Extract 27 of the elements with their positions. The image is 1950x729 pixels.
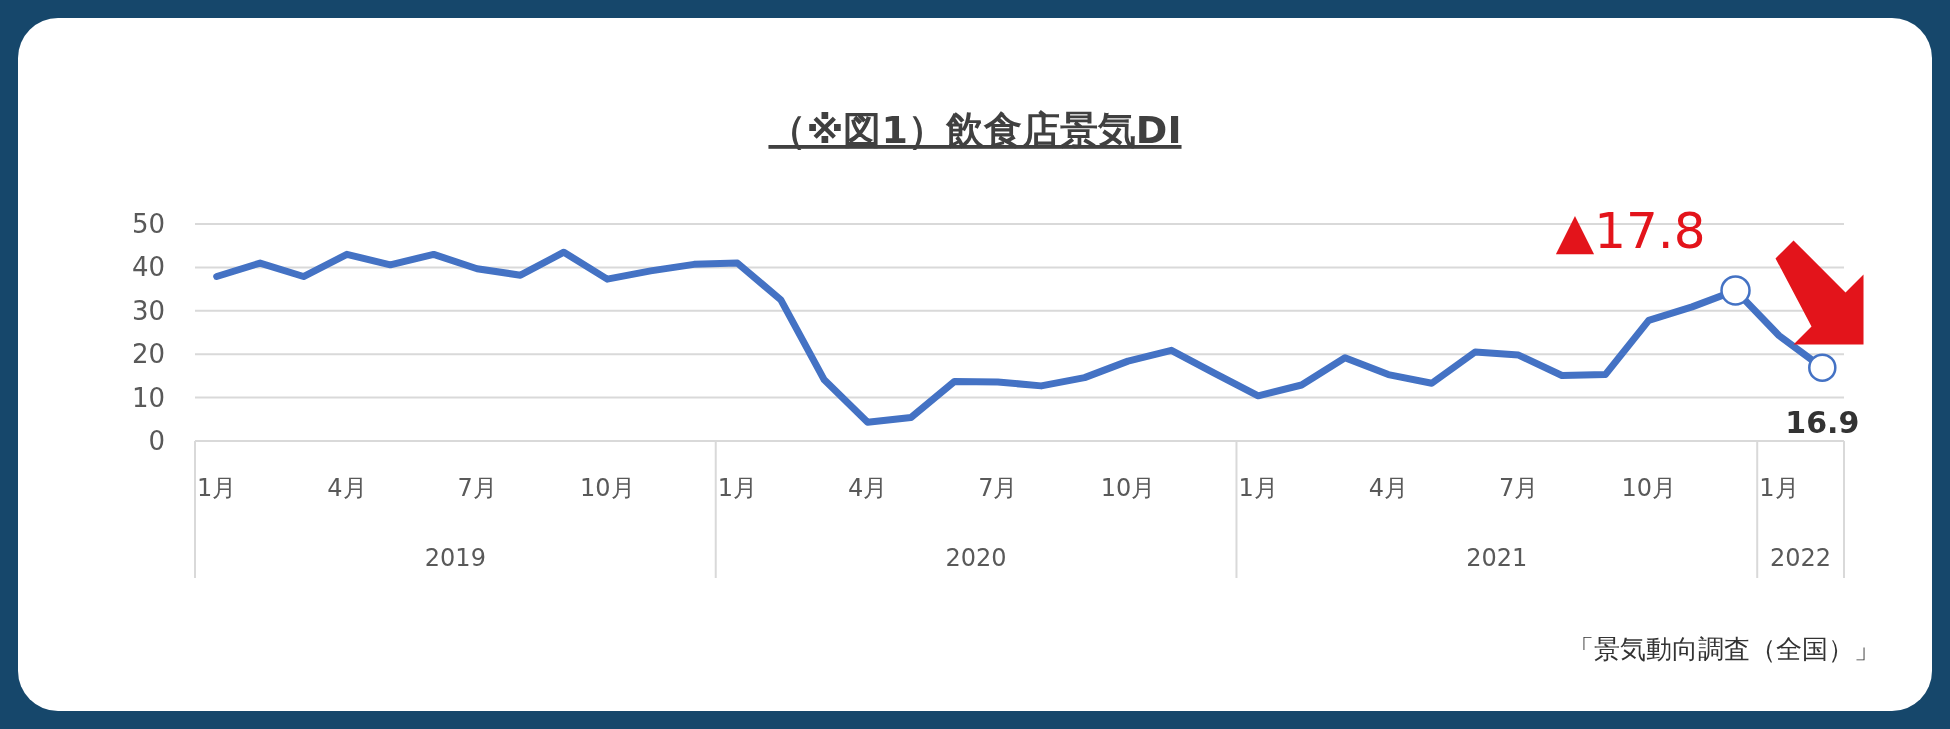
- y-tick-label: 50: [131, 209, 165, 239]
- x-tick-label: 10月: [579, 474, 635, 502]
- x-tick-label: 4月: [327, 474, 367, 502]
- text: 2019: [424, 544, 486, 572]
- annotation: ▲17.8: [1555, 202, 1706, 261]
- y-tick-label: 0: [148, 426, 165, 456]
- x-tick-label: 4月: [1368, 474, 1408, 502]
- data-label: 16.9: [1785, 404, 1860, 440]
- x-tick-label: 1月: [1238, 474, 1278, 502]
- y-tick-label: 30: [131, 295, 165, 326]
- x-tick-label: 10月: [1621, 474, 1676, 502]
- text: 2021: [1466, 544, 1528, 572]
- x-tick-label: 7月: [457, 474, 497, 502]
- text: 2020: [945, 544, 1007, 572]
- x-tick-label: 1月: [717, 474, 758, 502]
- x-tick-label: 10月: [1100, 474, 1156, 502]
- x-tick-label: 1月: [197, 474, 237, 502]
- y-tick-label: 40: [131, 252, 165, 283]
- y-tick-label: 20: [131, 339, 165, 370]
- text: 2022: [1770, 544, 1832, 572]
- chart-title: （※図1）飲食店景気DI: [768, 108, 1182, 152]
- text: 「景気動向調査（全国）」: [1568, 634, 1880, 664]
- y-tick-label: 10: [131, 382, 165, 413]
- x-tick-label: 1月: [1759, 474, 1799, 502]
- x-tick-label: 4月: [847, 474, 888, 502]
- x-tick-label: 7月: [1498, 474, 1539, 502]
- x-tick-label: 7月: [978, 474, 1018, 502]
